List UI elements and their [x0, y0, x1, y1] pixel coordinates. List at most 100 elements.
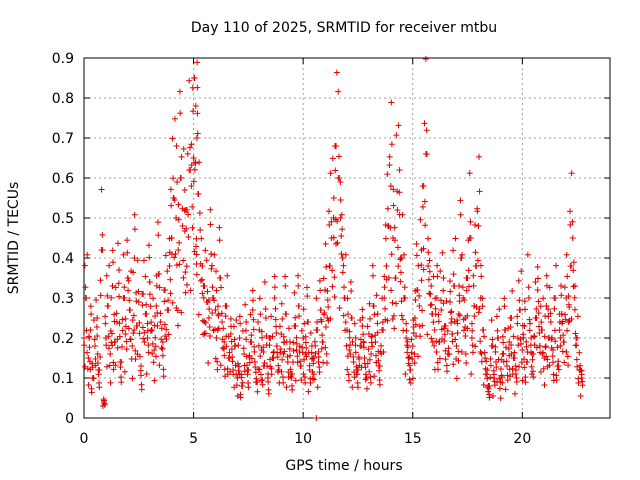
data-point: [117, 374, 124, 381]
data-point: [562, 311, 569, 318]
data-point: [314, 319, 321, 326]
data-point: [328, 218, 335, 225]
data-point: [503, 358, 510, 365]
data-point: [431, 342, 438, 349]
data-point: [104, 303, 111, 309]
data-point: [373, 352, 380, 359]
data-point: [339, 226, 346, 233]
data-point: [467, 235, 474, 241]
data-point: [426, 257, 433, 264]
data-point: [125, 277, 132, 284]
data-point: [467, 218, 474, 225]
data-point: [130, 330, 137, 337]
data-point: [347, 351, 354, 357]
data-point: [176, 88, 183, 95]
data-point: [135, 288, 142, 295]
data-point: [534, 263, 541, 270]
data-point: [89, 360, 96, 367]
data-point: [337, 179, 344, 185]
data-point: [136, 353, 143, 360]
data-point: [388, 251, 395, 258]
data-point: [528, 363, 535, 370]
data-point: [218, 310, 225, 317]
data-point: [109, 283, 116, 289]
data-point: [457, 197, 464, 204]
data-point: [440, 287, 447, 294]
data-point: [405, 355, 412, 361]
data-point: [255, 366, 262, 373]
data-point: [465, 267, 472, 274]
data-point: [352, 342, 359, 349]
data-point: [512, 363, 519, 370]
data-point: [301, 320, 308, 327]
data-point: [565, 362, 572, 369]
data-point: [528, 371, 535, 377]
data-point: [323, 263, 330, 270]
data-point: [314, 327, 321, 333]
data-point: [456, 312, 463, 319]
data-point: [150, 359, 157, 366]
data-point: [489, 343, 496, 349]
data-point: [530, 374, 537, 381]
data-point: [218, 284, 225, 291]
data-point: [165, 331, 172, 338]
data-point: [221, 366, 228, 373]
data-point: [131, 226, 138, 233]
data-point: [444, 327, 451, 334]
data-point: [578, 367, 585, 374]
data-point: [393, 300, 400, 307]
data-point: [214, 303, 221, 310]
data-point: [524, 251, 531, 258]
data-point: [291, 289, 298, 296]
data-point: [249, 307, 256, 313]
data-point: [294, 272, 301, 279]
data-point: [326, 221, 333, 228]
data-point: [188, 183, 195, 189]
data-point: [272, 305, 279, 312]
data-point: [347, 342, 354, 348]
data-point: [84, 251, 91, 258]
data-point: [146, 279, 153, 285]
data-point: [231, 336, 238, 343]
data-point: [492, 348, 499, 355]
data-point: [147, 291, 154, 298]
data-point: [122, 331, 129, 337]
data-point: [561, 359, 568, 366]
data-point: [454, 330, 461, 337]
data-point: [393, 132, 400, 139]
data-point: [84, 349, 91, 356]
x-tick-label: 0: [80, 431, 89, 447]
data-point: [526, 316, 533, 323]
data-point: [511, 390, 518, 397]
data-point: [527, 320, 534, 327]
data-point: [103, 272, 110, 279]
data-point: [346, 328, 353, 335]
data-point: [437, 268, 444, 275]
data-point: [552, 262, 559, 269]
data-point: [531, 333, 538, 339]
data-point: [116, 320, 123, 327]
data-point: [316, 369, 323, 376]
data-point: [283, 311, 290, 317]
data-point: [251, 348, 258, 355]
data-point: [452, 336, 459, 343]
data-point: [521, 364, 528, 371]
data-point: [219, 319, 226, 325]
data-point: [195, 191, 202, 197]
data-point: [344, 295, 351, 302]
data-point: [493, 313, 500, 320]
data-point: [81, 342, 88, 349]
data-point: [520, 331, 527, 338]
data-point: [220, 325, 227, 332]
data-point: [440, 275, 447, 281]
data-point: [193, 243, 200, 250]
data-point: [156, 271, 163, 277]
data-point: [380, 327, 387, 333]
data-point: [268, 371, 275, 378]
data-point: [192, 160, 199, 167]
data-point: [560, 332, 567, 339]
data-point: [423, 151, 430, 157]
data-point: [241, 368, 248, 375]
y-tick-label: 0.8: [52, 91, 74, 107]
data-point: [266, 342, 273, 349]
